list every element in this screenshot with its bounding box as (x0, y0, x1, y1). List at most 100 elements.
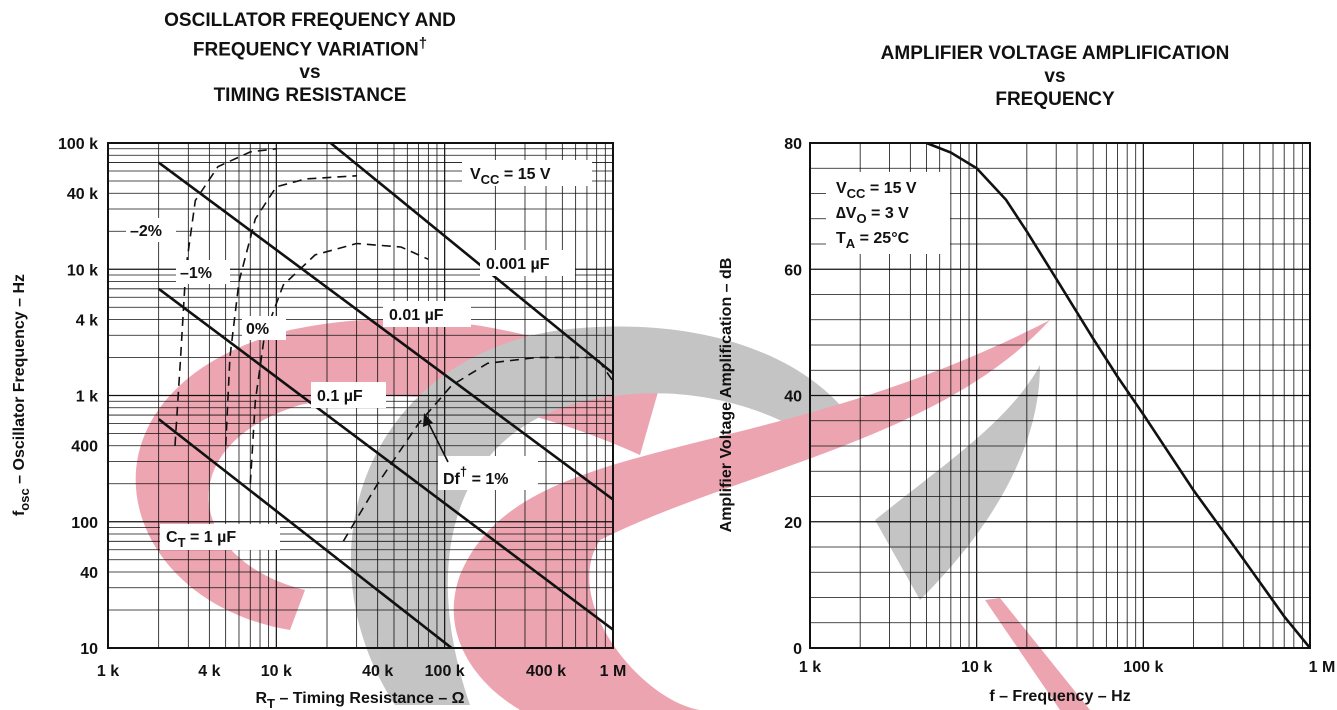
right-condition-0-rest: = 15 V (865, 180, 916, 197)
pct-label-bg-2 (242, 316, 286, 340)
left-series-line-0 (329, 143, 613, 375)
left-x-tick-label-0: 1 k (97, 663, 119, 680)
right-y-tick-label-1: 60 (784, 262, 802, 279)
left-tick-labels: 1 k 4 k 10 k 40 k 100 k 400 k 1 M 100 k 40 k 10 k… (58, 136, 626, 680)
left-series (157, 143, 613, 648)
left-y-tick-label-6: 100 (71, 515, 98, 532)
left-y-tick-label-7: 40 (80, 565, 98, 582)
left-title-line-2: FREQUENCY VARIATION† (100, 32, 520, 61)
left-y-tick-label-3: 4 k (76, 312, 98, 329)
ct-label-rest: = 1 µF (186, 529, 237, 546)
left-x-axis-label-main: R (255, 690, 267, 707)
vcc-label: VCC = 15 V (470, 166, 551, 187)
left-x-axis-label-rest: – Timing Resistance – Ω (275, 690, 465, 707)
df-label-sup: † (460, 464, 467, 479)
pct-label-1: –1% (180, 265, 212, 282)
right-condition-2: TA = 25°C (836, 230, 910, 251)
left-chart: 1 k 4 k 10 k 40 k 100 k 400 k 1 M 100 k 40 k 10 k… (11, 136, 626, 710)
right-y-tick-label-3: 20 (784, 515, 802, 532)
cap-label-0: 0.001 µF (486, 256, 550, 273)
pct-label-bg-1 (176, 260, 230, 284)
right-condition-1: ∆VO = 3 V (836, 205, 909, 226)
df-label-main: Df (443, 471, 461, 488)
left-x-tick-label-5: 400 k (526, 663, 566, 680)
left-series-line-1 (157, 161, 613, 501)
vcc-label-rest: = 15 V (499, 166, 550, 183)
watermark-red-swoosh (453, 320, 1051, 710)
left-y-tick-label-5: 400 (71, 439, 98, 456)
pct-label-bg-0 (126, 218, 176, 242)
cap-label-bg-2 (311, 382, 386, 408)
df-label-bg (438, 456, 538, 490)
cap-label-bg-0 (480, 250, 575, 276)
right-y-axis-label: Amplifier Voltage Amplification – dB (718, 258, 735, 533)
left-title-line-3: vs (299, 62, 321, 84)
right-x-tick-label-2: 100 k (1123, 659, 1163, 676)
left-y-tick-label-4: 1 k (76, 389, 98, 406)
left-annotations: VCC = 15 V 0.001 µF 0.01 µF 0.1 µF CT = 1 µF… (126, 160, 592, 550)
right-conditions-bg (826, 172, 950, 254)
left-series-line-2 (157, 287, 613, 631)
left-y-axis-label-sub: osc (17, 488, 32, 510)
left-y-axis-label: fosc – Oscillator Frequency – Hz (11, 274, 32, 516)
right-condition-0: VCC = 15 V (836, 180, 917, 201)
right-title-line-2: vs (1044, 66, 1066, 87)
cap-label-1: 0.01 µF (389, 307, 444, 324)
right-series-line-0 (926, 143, 1310, 648)
right-title-line-3: FREQUENCY (995, 89, 1115, 110)
left-title-dagger: † (418, 35, 428, 52)
left-y-axis-label-main: f (11, 510, 28, 516)
right-y-tick-label-2: 40 (784, 389, 802, 406)
left-chart-title: OSCILLATOR FREQUENCY AND FREQUENCY VARIA… (100, 9, 520, 107)
vcc-label-bg (462, 160, 592, 186)
right-y-tick-label-4: 0 (793, 641, 802, 658)
left-series-line-4 (174, 148, 277, 446)
left-x-tick-label-4: 100 k (425, 663, 465, 680)
cap-label-bg-1 (383, 301, 471, 327)
right-condition-2-sub: A (846, 236, 856, 251)
left-x-axis-label: RT – Timing Resistance – Ω (255, 690, 464, 710)
left-y-axis-label-rest: – Oscillator Frequency – Hz (11, 274, 28, 488)
right-x-tick-label-1: 10 k (961, 659, 992, 676)
right-chart: 1 k 10 k 100 k 1 M 80 60 40 20 0 f – Frequency – … (718, 136, 1335, 705)
watermark-logo (135, 318, 1090, 710)
watermark-red-arc (135, 318, 660, 630)
right-title-line-1: AMPLIFIER VOLTAGE AMPLIFICATION (880, 43, 1230, 64)
watermark-gray-arc (350, 326, 840, 705)
right-tick-labels: 1 k 10 k 100 k 1 M 80 60 40 20 0 (784, 136, 1335, 676)
left-x-axis-label-sub: T (267, 696, 275, 710)
right-annotations: VCC = 15 V ∆VO = 3 V TA = 25°C (826, 172, 950, 254)
right-condition-1-main: ∆V (836, 205, 857, 222)
right-plot-frame (809, 142, 1311, 649)
left-y-tick-label-2: 10 k (67, 262, 98, 279)
df-label: Df† = 1% (443, 464, 508, 488)
left-y-tick-label-8: 10 (80, 641, 98, 658)
df-label-rest: = 1% (467, 471, 508, 488)
left-x-tick-label-2: 10 k (261, 663, 292, 680)
right-x-axis-label: f – Frequency – Hz (989, 688, 1130, 705)
left-x-tick-label-3: 40 k (362, 663, 393, 680)
right-series (926, 143, 1310, 648)
right-condition-2-main: T (836, 230, 846, 247)
right-x-tick-label-3: 1 M (1309, 659, 1336, 676)
left-title-line-1: OSCILLATOR FREQUENCY AND (164, 10, 456, 31)
right-x-tick-label-0: 1 k (799, 659, 821, 676)
watermark-gray-swoosh (875, 365, 1040, 600)
left-x-tick-label-1: 4 k (198, 663, 220, 680)
right-y-tick-label-0: 80 (784, 136, 802, 153)
cap-label-2: 0.1 µF (317, 388, 363, 405)
right-condition-1-rest: = 3 V (867, 205, 910, 222)
pct-label-2: 0% (246, 321, 269, 338)
df-arrow-line (426, 419, 449, 463)
left-series-line-7 (342, 356, 613, 542)
ct-label-sub: T (178, 535, 186, 550)
left-y-tick-label-0: 100 k (58, 136, 98, 153)
vcc-label-sub: CC (481, 172, 500, 187)
right-condition-1-sub: O (856, 211, 866, 226)
left-x-tick-label-6: 1 M (600, 663, 627, 680)
right-chart-title: AMPLIFIER VOLTAGE AMPLIFICATION vs FREQU… (815, 42, 1295, 111)
right-condition-0-sub: CC (847, 186, 866, 201)
left-series-line-5 (224, 175, 357, 446)
